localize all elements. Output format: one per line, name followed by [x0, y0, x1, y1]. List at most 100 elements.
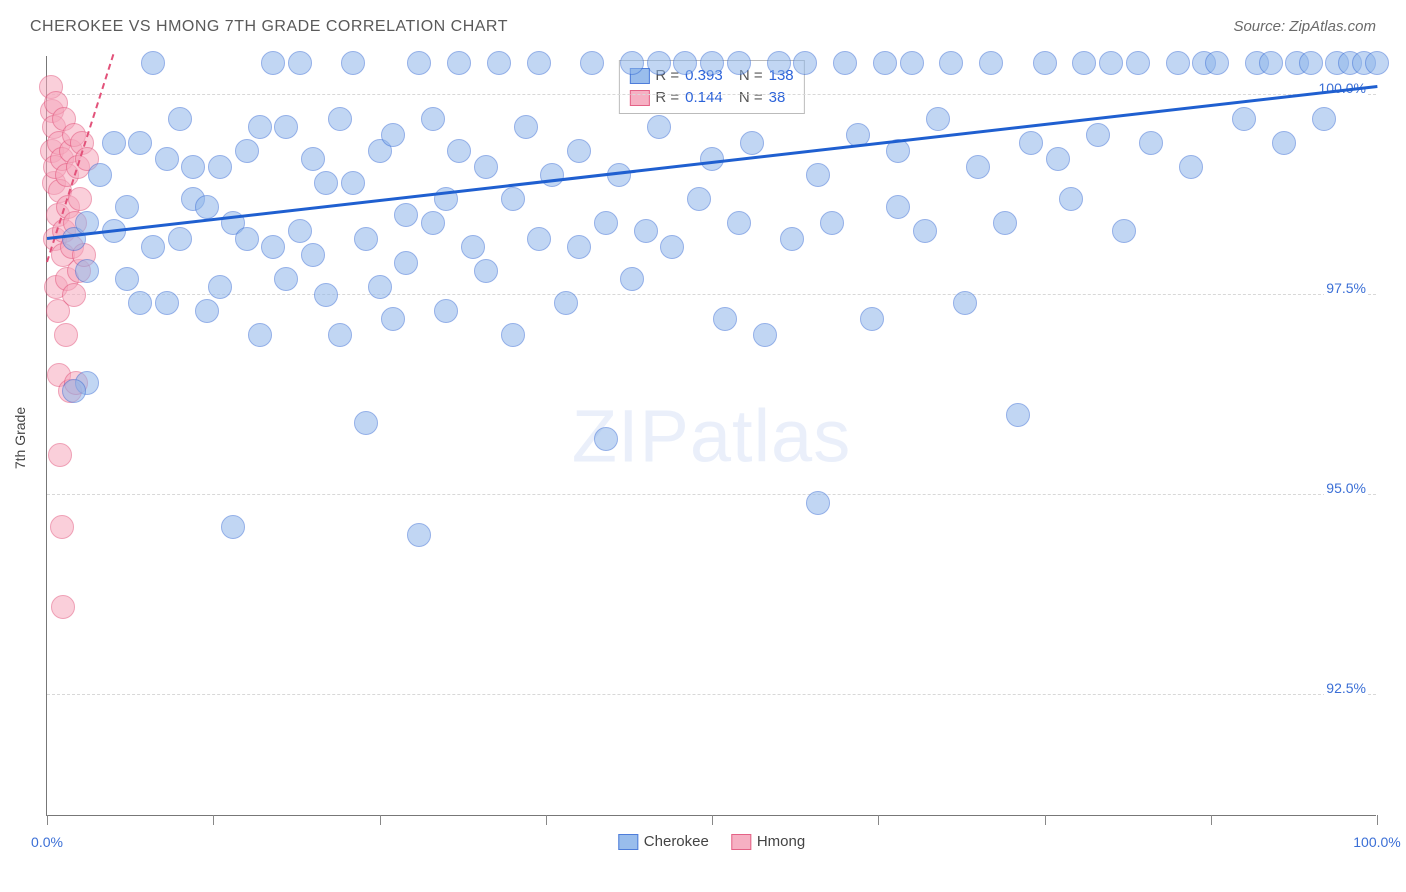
cherokee-point [993, 211, 1017, 235]
hmong-swatch-icon [731, 834, 751, 850]
cherokee-point [953, 291, 977, 315]
cherokee-point [235, 139, 259, 163]
x-tick [1045, 815, 1046, 825]
x-tick-label: 100.0% [1353, 834, 1400, 850]
cherokee-point [341, 51, 365, 75]
cherokee-point [421, 211, 445, 235]
x-tick [1211, 815, 1212, 825]
cherokee-point [793, 51, 817, 75]
cherokee-point [115, 195, 139, 219]
cherokee-point [115, 267, 139, 291]
hmong-point [68, 187, 92, 211]
hmong-point [48, 443, 72, 467]
cherokee-point [501, 187, 525, 211]
cherokee-swatch-icon [618, 834, 638, 850]
cherokee-point [221, 515, 245, 539]
cherokee-point [1046, 147, 1070, 171]
cherokee-point [527, 51, 551, 75]
cherokee-point [195, 195, 219, 219]
cherokee-point [208, 275, 232, 299]
cherokee-point [248, 323, 272, 347]
cherokee-point [301, 147, 325, 171]
cherokee-point [900, 51, 924, 75]
cherokee-point [447, 139, 471, 163]
y-tick-label: 92.5% [1324, 680, 1368, 696]
cherokee-point [1312, 107, 1336, 131]
cherokee-point [514, 115, 538, 139]
cherokee-point [155, 291, 179, 315]
cherokee-point [1006, 403, 1030, 427]
cherokee-point [860, 307, 884, 331]
cherokee-point [1272, 131, 1296, 155]
cherokee-point [753, 323, 777, 347]
cherokee-point [274, 267, 298, 291]
cherokee-point [248, 115, 272, 139]
cherokee-point [274, 115, 298, 139]
cherokee-point [421, 107, 445, 131]
gridline [47, 294, 1376, 295]
chart-header: CHEROKEE VS HMONG 7TH GRADE CORRELATION … [30, 18, 1376, 48]
cherokee-point [341, 171, 365, 195]
cherokee-point [700, 51, 724, 75]
cherokee-point [1259, 51, 1283, 75]
x-tick [1377, 815, 1378, 825]
cherokee-point [540, 163, 564, 187]
cherokee-point [1365, 51, 1389, 75]
cherokee-point [1232, 107, 1256, 131]
cherokee-point [634, 219, 658, 243]
cherokee-point [727, 211, 751, 235]
cherokee-point [1205, 51, 1229, 75]
gridline [47, 494, 1376, 495]
cherokee-point [620, 267, 644, 291]
cherokee-point [1033, 51, 1057, 75]
cherokee-point [1299, 51, 1323, 75]
cherokee-point [447, 51, 471, 75]
cherokee-point [128, 131, 152, 155]
cherokee-point [580, 51, 604, 75]
cherokee-point [474, 155, 498, 179]
x-tick [878, 815, 879, 825]
gridline [47, 94, 1376, 95]
cherokee-point [461, 235, 485, 259]
cherokee-point [1019, 131, 1043, 155]
cherokee-point [328, 107, 352, 131]
cherokee-point [620, 51, 644, 75]
legend-item-hmong: Hmong [731, 833, 805, 850]
stats-row-hmong: R = 0.144 N = 38 [629, 87, 793, 109]
hmong-point [54, 323, 78, 347]
cherokee-point [594, 211, 618, 235]
cherokee-point [128, 291, 152, 315]
cherokee-point [647, 51, 671, 75]
cherokee-point [155, 147, 179, 171]
cherokee-point [939, 51, 963, 75]
cherokee-point [806, 163, 830, 187]
cherokee-point [407, 51, 431, 75]
cherokee-point [368, 275, 392, 299]
cherokee-point [102, 131, 126, 155]
cherokee-point [767, 51, 791, 75]
cherokee-point [501, 323, 525, 347]
cherokee-point [713, 307, 737, 331]
cherokee-point [354, 411, 378, 435]
cherokee-point [554, 291, 578, 315]
cherokee-point [1166, 51, 1190, 75]
cherokee-point [886, 195, 910, 219]
cherokee-point [1059, 187, 1083, 211]
cherokee-point [1099, 51, 1123, 75]
scatter-plot-area: ZIPatlas R = 0.393 N = 138 R = 0.144 N =… [46, 56, 1376, 816]
cherokee-point [806, 491, 830, 515]
cherokee-point [314, 283, 338, 307]
cherokee-point [434, 299, 458, 323]
cherokee-point [873, 51, 897, 75]
x-tick [546, 815, 547, 825]
cherokee-point [1179, 155, 1203, 179]
cherokee-point [301, 243, 325, 267]
cherokee-point [979, 51, 1003, 75]
hmong-point [51, 595, 75, 619]
chart-title: CHEROKEE VS HMONG 7TH GRADE CORRELATION … [30, 18, 508, 35]
cherokee-point [141, 51, 165, 75]
cherokee-point [407, 523, 431, 547]
hmong-swatch-icon [629, 90, 649, 106]
cherokee-point [673, 51, 697, 75]
cherokee-point [75, 259, 99, 283]
